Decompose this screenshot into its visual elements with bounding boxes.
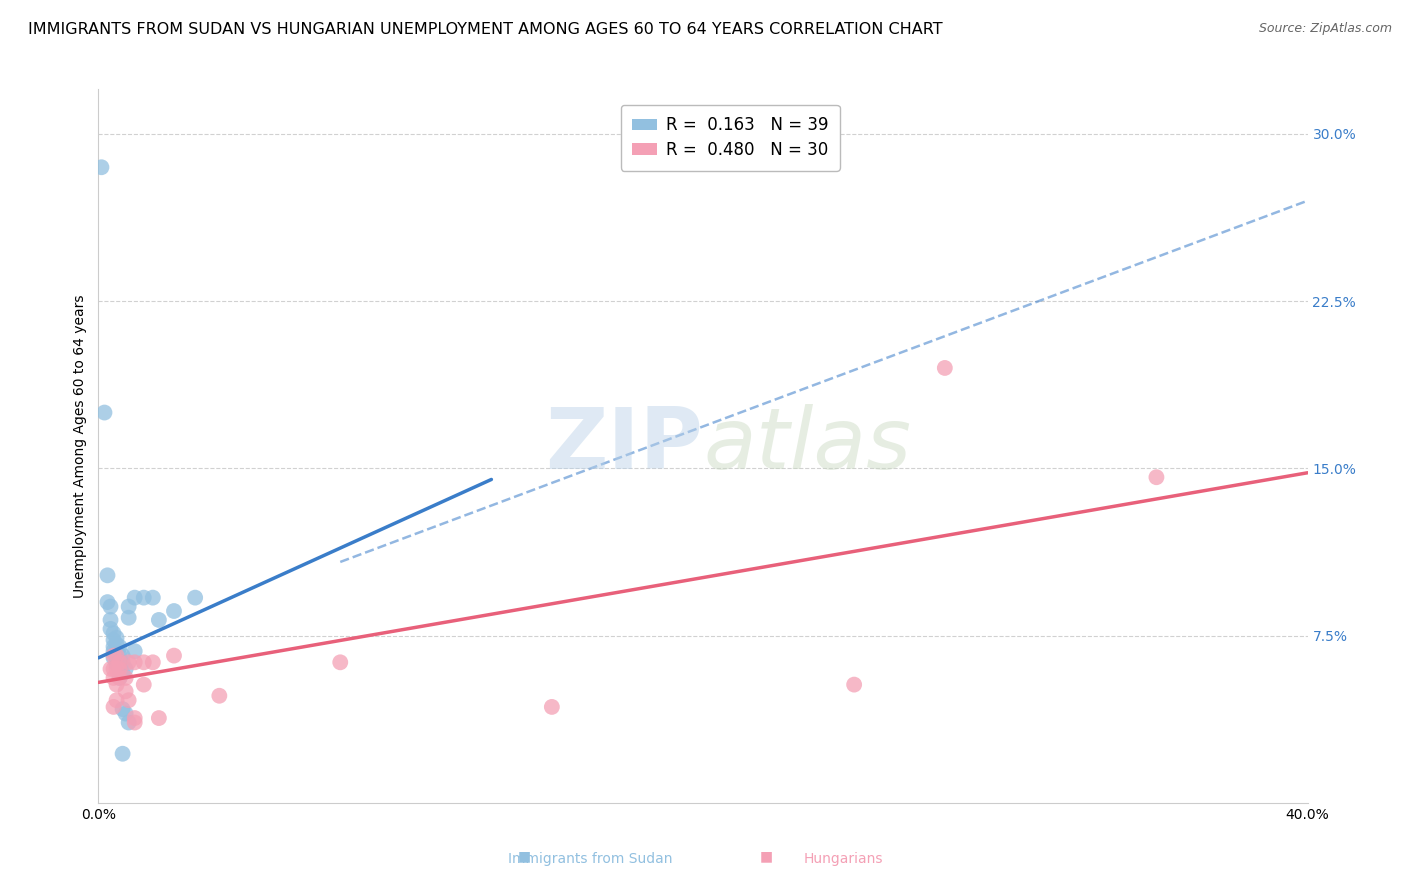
- Point: [105, 662, 128, 676]
- Point: [114, 684, 136, 698]
- Point: [184, 591, 207, 605]
- Point: [100, 613, 122, 627]
- Point: [124, 655, 146, 669]
- Point: [108, 640, 131, 654]
- Point: [163, 604, 186, 618]
- Point: [114, 706, 136, 721]
- Point: [934, 360, 956, 375]
- Text: ■: ■: [517, 849, 531, 863]
- Text: Source: ZipAtlas.com: Source: ZipAtlas.com: [1258, 22, 1392, 36]
- Point: [105, 693, 128, 707]
- Point: [540, 699, 562, 714]
- Point: [103, 651, 125, 665]
- Point: [108, 662, 131, 676]
- Point: [105, 678, 128, 692]
- Point: [108, 648, 131, 663]
- Point: [118, 610, 141, 624]
- Point: [103, 699, 125, 714]
- Point: [111, 666, 134, 681]
- Point: [118, 655, 141, 669]
- Point: [163, 648, 186, 663]
- Text: Immigrants from Sudan: Immigrants from Sudan: [509, 852, 672, 866]
- Point: [1144, 470, 1167, 484]
- Point: [105, 657, 128, 672]
- Point: [148, 613, 170, 627]
- Point: [118, 693, 141, 707]
- Y-axis label: Unemployment Among Ages 60 to 64 years: Unemployment Among Ages 60 to 64 years: [73, 294, 87, 598]
- Point: [96, 568, 118, 582]
- Point: [90, 161, 112, 175]
- Point: [142, 591, 165, 605]
- Point: [114, 671, 136, 685]
- Point: [108, 655, 131, 669]
- Point: [111, 702, 134, 716]
- Point: [132, 678, 155, 692]
- Point: [108, 655, 131, 669]
- Point: [103, 633, 125, 648]
- Point: [105, 637, 128, 651]
- Point: [105, 648, 128, 663]
- Point: [142, 655, 165, 669]
- Point: [105, 651, 128, 665]
- Point: [105, 631, 128, 645]
- Point: [96, 595, 118, 609]
- Point: [103, 671, 125, 685]
- Point: [111, 648, 134, 663]
- Point: [111, 655, 134, 669]
- Point: [103, 626, 125, 640]
- Point: [124, 715, 146, 730]
- Text: Hungarians: Hungarians: [804, 852, 883, 866]
- Text: ZIP: ZIP: [546, 404, 703, 488]
- Point: [108, 671, 131, 685]
- Point: [132, 591, 155, 605]
- Point: [118, 599, 141, 614]
- Point: [103, 648, 125, 663]
- Point: [103, 662, 125, 676]
- Legend: R =  0.163   N = 39, R =  0.480   N = 30: R = 0.163 N = 39, R = 0.480 N = 30: [620, 104, 839, 170]
- Point: [93, 405, 115, 419]
- Text: atlas: atlas: [703, 404, 911, 488]
- Point: [100, 662, 122, 676]
- Point: [329, 655, 352, 669]
- Point: [118, 715, 141, 730]
- Point: [208, 689, 231, 703]
- Point: [100, 622, 122, 636]
- Point: [108, 662, 131, 676]
- Point: [105, 644, 128, 658]
- Point: [124, 711, 146, 725]
- Point: [103, 644, 125, 658]
- Point: [124, 591, 146, 605]
- Point: [111, 747, 134, 761]
- Point: [108, 671, 131, 685]
- Text: ■: ■: [759, 849, 773, 863]
- Point: [100, 599, 122, 614]
- Point: [844, 678, 866, 692]
- Text: IMMIGRANTS FROM SUDAN VS HUNGARIAN UNEMPLOYMENT AMONG AGES 60 TO 64 YEARS CORREL: IMMIGRANTS FROM SUDAN VS HUNGARIAN UNEMP…: [28, 22, 943, 37]
- Point: [124, 644, 146, 658]
- Point: [132, 655, 155, 669]
- Point: [148, 711, 170, 725]
- Point: [114, 662, 136, 676]
- Point: [103, 640, 125, 654]
